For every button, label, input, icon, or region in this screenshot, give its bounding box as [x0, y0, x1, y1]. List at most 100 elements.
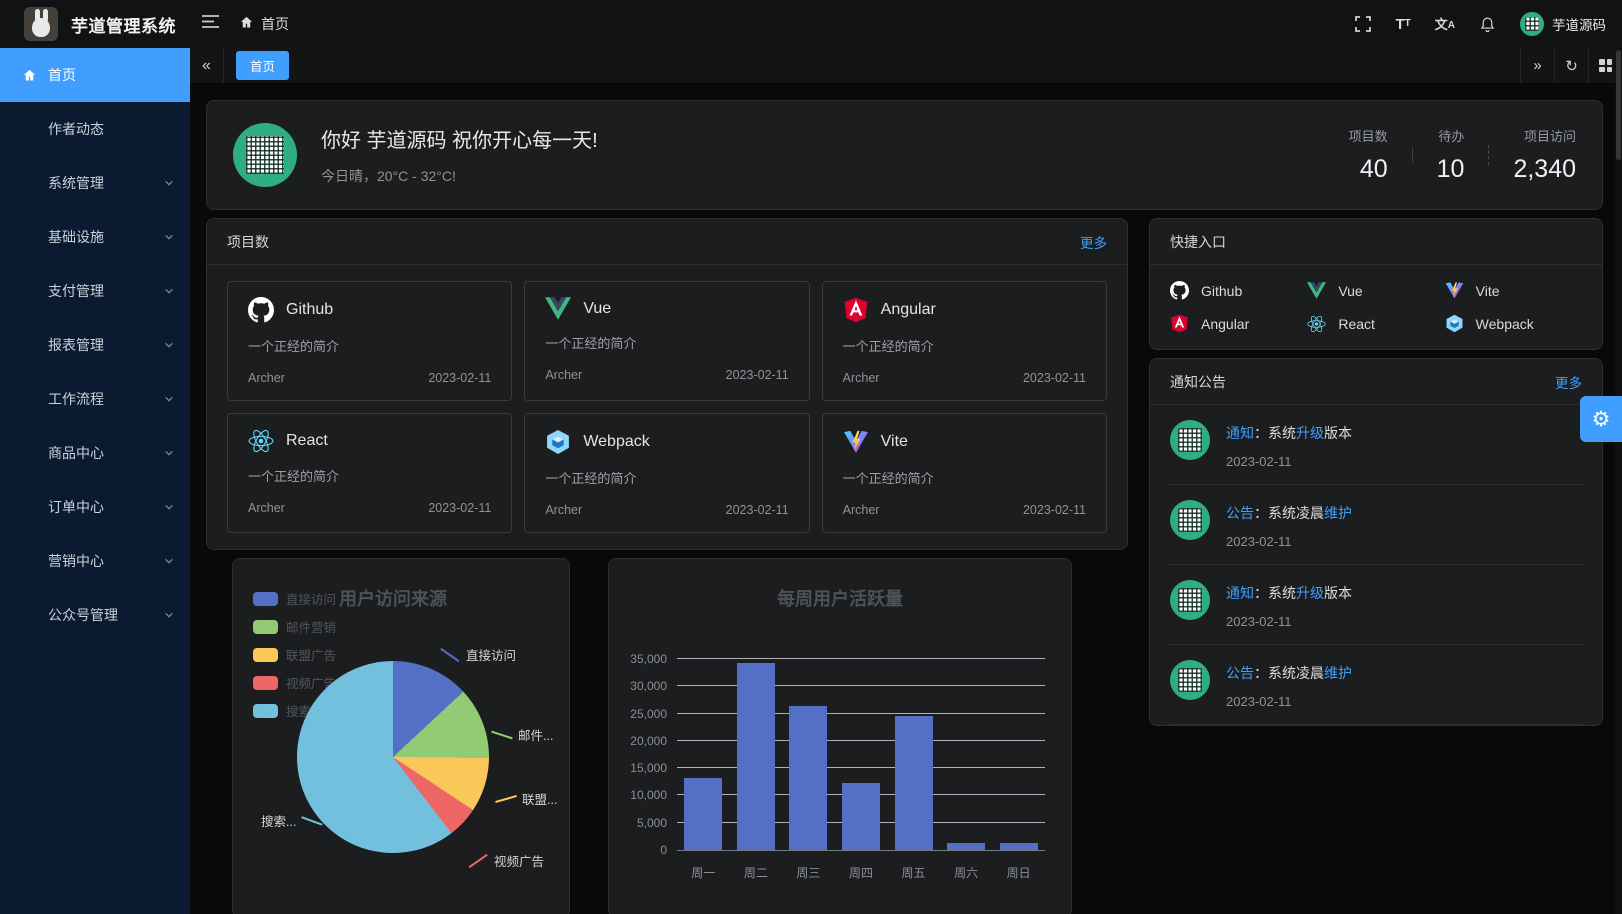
project-author: Archer — [842, 503, 880, 517]
legend-swatch — [253, 675, 278, 690]
sidebar-item-home[interactable]: 首页 — [0, 48, 190, 102]
chevron-down-icon — [164, 448, 174, 458]
pie-label-line — [468, 853, 488, 868]
shortcut-vue[interactable]: Vue — [1307, 281, 1444, 300]
legend-item[interactable]: 联盟广告 — [253, 645, 336, 664]
stat-visits: 项目访问 2,340 — [1489, 126, 1576, 184]
stat-label: 待办 — [1438, 129, 1465, 144]
icon-slot — [20, 228, 38, 246]
legend-item[interactable]: 直接访问 — [253, 589, 336, 608]
projects-card: 项目数 更多 Github 一个正经的简介 — [206, 218, 1128, 550]
legend-item[interactable]: 视频广告 — [253, 673, 336, 692]
notices-more-link[interactable]: 更多 — [1555, 375, 1582, 391]
project-card-vite[interactable]: Vite 一个正经的简介 Archer 2023-02-11 — [821, 413, 1107, 533]
user-menu[interactable]: 芋道源码 — [1520, 12, 1606, 36]
scrollbar-thumb[interactable] — [1616, 50, 1621, 160]
tab-options-button[interactable] — [1588, 48, 1622, 83]
bar-chart-card: 每周用户活跃量 35,000 — [608, 558, 1072, 914]
sidebar-item-marketing[interactable]: 营销中心 — [0, 534, 190, 588]
project-author: Archer — [842, 371, 880, 385]
shortcut-react[interactable]: React — [1307, 314, 1444, 333]
project-desc: 一个正经的简介 — [248, 339, 340, 354]
sidebar-item-workflow[interactable]: 工作流程 — [0, 372, 190, 426]
sidebar-item-pay[interactable]: 支付管理 — [0, 264, 190, 318]
home-icon — [20, 66, 38, 84]
project-card-react[interactable]: React 一个正经的简介 Archer 2023-02-11 — [227, 413, 513, 533]
font-size-big: T — [1395, 15, 1405, 33]
sidebar-fold-button[interactable] — [202, 14, 219, 34]
gridline — [677, 658, 1045, 659]
legend-item[interactable]: 邮件营销 — [253, 617, 336, 636]
y-axis-tick: 5,000 — [636, 815, 667, 830]
pie-chart — [297, 661, 489, 853]
notice-item[interactable]: 通知：系统升级版本 2023-02-11 — [1170, 405, 1582, 485]
sidebar-item-product[interactable]: 商品中心 — [0, 426, 190, 480]
refresh-button[interactable]: ↻ — [1554, 48, 1588, 83]
vue-icon — [545, 297, 572, 320]
shortcut-webpack[interactable]: Webpack — [1445, 314, 1582, 333]
project-date: 2023-02-11 — [725, 503, 789, 517]
stat-value: 40 — [1359, 155, 1388, 183]
project-card-vue[interactable]: Vue 一个正经的简介 Archer 2023-02-11 — [524, 281, 810, 401]
notice-item[interactable]: 通知：系统升级版本 2023-02-11 — [1170, 565, 1582, 645]
project-name: Angular — [880, 301, 936, 318]
stat-label: 项目访问 — [1523, 129, 1576, 144]
notice-item[interactable]: 公告：系统凌晨维护 2023-02-11 — [1170, 645, 1582, 725]
webpack-icon — [547, 430, 570, 454]
projects-more-link[interactable]: 更多 — [1080, 235, 1107, 251]
bar-fri — [894, 715, 933, 850]
settings-button[interactable]: ⚙ — [1580, 396, 1622, 442]
tabs-scroll-right-button[interactable]: » — [1520, 48, 1554, 83]
sidebar-item-author-news[interactable]: 作者动态 — [0, 102, 190, 156]
chevron-down-icon — [164, 502, 174, 512]
sidebar-item-system[interactable]: 系统管理 — [0, 156, 190, 210]
y-axis-tick: 30,000 — [630, 679, 667, 694]
chevron-down-icon — [164, 556, 174, 566]
bar-mon — [684, 777, 723, 850]
sidebar-item-label: 订单中心 — [48, 499, 104, 515]
bell-icon[interactable] — [1479, 16, 1496, 33]
icon-slot — [20, 120, 38, 138]
y-axis-tick: 0 — [660, 843, 667, 857]
react-icon — [248, 429, 274, 453]
notice-item[interactable]: 公告：系统凌晨维护 2023-02-11 — [1170, 485, 1582, 565]
sidebar-item-order[interactable]: 订单中心 — [0, 480, 190, 534]
project-desc: 一个正经的简介 — [248, 469, 340, 484]
chevron-double-left-icon: « — [202, 56, 211, 74]
sidebar-item-wechat[interactable]: 公众号管理 — [0, 588, 190, 642]
project-card-github[interactable]: Github 一个正经的简介 Archer 2023-02-11 — [227, 281, 513, 401]
shortcut-github[interactable]: Github — [1170, 281, 1307, 300]
project-card-webpack[interactable]: Webpack 一个正经的简介 Archer 2023-02-11 — [524, 413, 810, 533]
stat-label: 项目数 — [1348, 129, 1388, 144]
project-date: 2023-02-11 — [1022, 371, 1086, 385]
sidebar-item-report[interactable]: 报表管理 — [0, 318, 190, 372]
shortcut-angular[interactable]: Angular — [1170, 314, 1307, 333]
github-icon — [1170, 281, 1189, 300]
gridline — [677, 685, 1045, 687]
project-desc: 一个正经的简介 — [842, 471, 934, 486]
project-card-angular[interactable]: Angular 一个正经的简介 Archer 2023-02-11 — [821, 281, 1107, 401]
legend-swatch — [253, 703, 278, 718]
notice-avatar — [1170, 660, 1210, 700]
sidebar-item-infra[interactable]: 基础设施 — [0, 210, 190, 264]
pie-label-search: 搜索... — [261, 811, 324, 830]
icon-slot — [20, 282, 38, 300]
shortcuts-card: 快捷入口 Github Vue — [1149, 218, 1603, 350]
shortcut-vite[interactable]: Vite — [1445, 281, 1582, 300]
x-axis-tick: 周一 — [691, 866, 716, 880]
tab-home[interactable]: 首页 — [236, 51, 290, 80]
bar-tue — [736, 663, 775, 850]
breadcrumb[interactable]: 首页 — [239, 14, 289, 34]
stat-divider — [1488, 145, 1490, 165]
sidebar-item-label: 商品中心 — [48, 445, 104, 461]
stat-todo: 待办 10 — [1413, 126, 1489, 184]
fullscreen-icon[interactable] — [1355, 16, 1372, 32]
icon-slot — [20, 498, 38, 516]
sidebar-item-label: 工作流程 — [48, 391, 104, 407]
scrollbar[interactable] — [1615, 48, 1622, 914]
user-avatar — [1520, 12, 1544, 36]
tabs-scroll-left-button[interactable]: « — [190, 48, 224, 83]
vite-icon — [843, 430, 868, 453]
